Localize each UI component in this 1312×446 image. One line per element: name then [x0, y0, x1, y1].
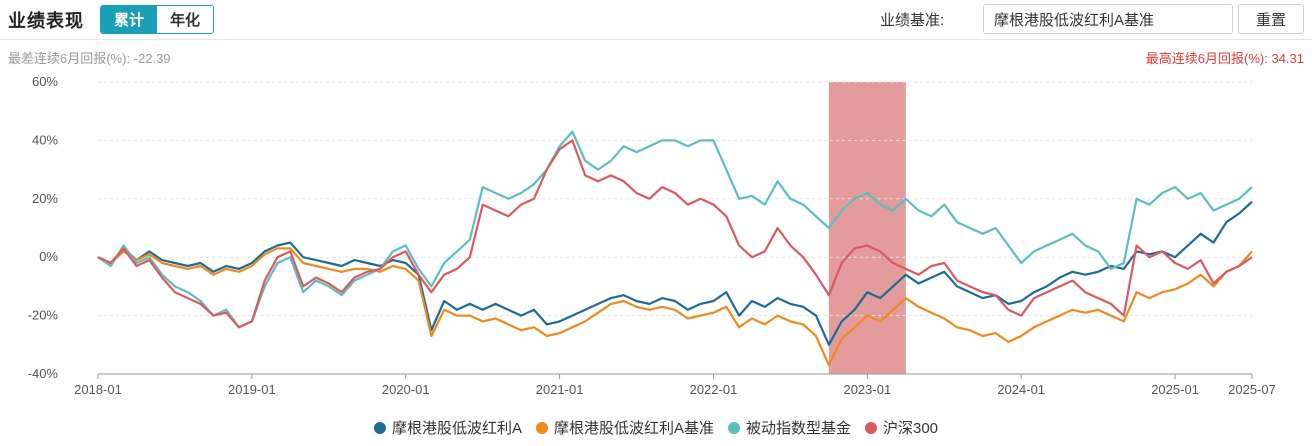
legend-label-2: 被动指数型基金 — [746, 420, 851, 437]
y-tick-label: 20% — [32, 191, 58, 206]
x-tick-label: 2023-01 — [843, 382, 891, 397]
x-tick-label: 2021-01 — [536, 382, 584, 397]
tab-annualized[interactable]: 年化 — [157, 6, 213, 33]
legend-label-0: 摩根港股低波红利A — [392, 419, 522, 437]
highlight-band — [828, 82, 906, 374]
series-line-3 — [97, 139, 1253, 329]
x-tick-label: 2022-01 — [690, 382, 738, 397]
x-tick-label: 2025-07 — [1228, 382, 1276, 397]
legend-label-3: 沪深300 — [883, 420, 938, 437]
x-tick-label: 2024-01 — [997, 382, 1045, 397]
performance-header: 业绩表现 累计 年化 业绩基准: 摩根港股低波红利A基准 重置 — [0, 0, 1312, 40]
y-tick-label: -40% — [28, 366, 59, 381]
y-tick-label: 60% — [32, 74, 58, 89]
legend-swatch-2 — [727, 422, 740, 434]
benchmark-select[interactable]: 摩根港股低波红利A基准 — [983, 4, 1233, 34]
best-6m-return: 最高连续6月回报(%): 34.31 — [1145, 51, 1304, 66]
benchmark-label: 业绩基准: — [880, 12, 945, 29]
legend-label-1: 摩根港股低波红利A基准 — [554, 419, 714, 437]
x-tick-label: 2025-01 — [1151, 382, 1199, 397]
y-tick-label: -20% — [28, 308, 59, 323]
legend-swatch-3 — [865, 422, 878, 434]
x-tick-label: 2019-01 — [228, 382, 276, 397]
series-line-2 — [97, 130, 1253, 329]
mode-tabs: 累计 年化 — [100, 5, 214, 34]
legend-swatch-0 — [373, 422, 386, 434]
series-line-1 — [97, 247, 1253, 367]
reset-button[interactable]: 重置 — [1238, 4, 1304, 34]
x-tick-label: 2018-01 — [74, 382, 122, 397]
x-tick-label: 2020-01 — [382, 382, 430, 397]
worst-6m-return: 最差连续6月回报(%): -22.39 — [8, 51, 171, 66]
y-tick-label: 0% — [39, 249, 58, 264]
y-tick-label: 40% — [32, 132, 58, 147]
legend-swatch-1 — [535, 422, 548, 434]
series-line-0 — [97, 200, 1253, 346]
section-title: 业绩表现 — [8, 11, 84, 31]
tab-cumulative[interactable]: 累计 — [101, 6, 157, 33]
